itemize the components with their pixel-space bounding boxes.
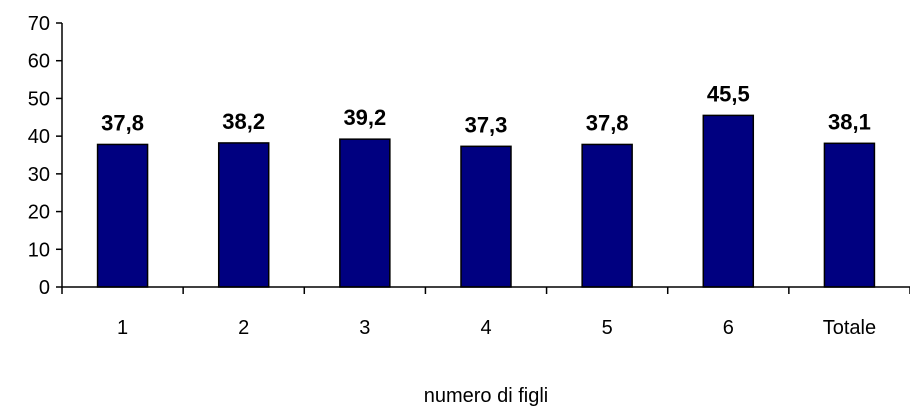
- x-tick-label: 3: [359, 317, 370, 339]
- x-tick-label: 5: [602, 317, 613, 339]
- y-tick-label: 70: [28, 13, 50, 35]
- y-axis-ticks: 0 10 20 30 40 50 60 70: [28, 13, 62, 299]
- bar: [581, 143, 633, 288]
- x-axis-ticks: 1 2 3 4 5 6 Totale: [61, 287, 910, 339]
- bar-series: [96, 114, 876, 288]
- bar-value-label: 37,3: [465, 112, 508, 137]
- y-tick-label: 50: [28, 88, 50, 110]
- bar: [217, 142, 270, 288]
- x-tick-label: 6: [723, 317, 734, 339]
- bar-value-label: 45,5: [707, 81, 750, 106]
- y-tick-label: 30: [28, 164, 50, 186]
- bar-value-label: 38,2: [222, 109, 265, 134]
- x-tick-label: 4: [480, 317, 491, 339]
- bar: [823, 142, 876, 288]
- y-tick-label: 40: [28, 126, 50, 148]
- x-tick-label: Totale: [823, 317, 876, 339]
- bar: [702, 114, 755, 288]
- x-tick-label: 1: [117, 317, 128, 339]
- y-tick-label: 60: [28, 51, 50, 73]
- bar: [96, 143, 149, 288]
- x-axis-title: numero di figli: [424, 385, 549, 407]
- y-tick-label: 20: [28, 202, 50, 224]
- bar: [339, 138, 391, 288]
- bar-value-label: 37,8: [101, 110, 144, 135]
- bar-value-label: 39,2: [343, 105, 386, 130]
- bar-value-label: 37,8: [586, 110, 629, 135]
- data-labels: 37,8 38,2 39,2 37,3 37,8 45,5 38,1: [101, 81, 871, 137]
- bar: [460, 145, 512, 288]
- bar-value-label: 38,1: [828, 109, 871, 134]
- y-tick-label: 0: [39, 277, 50, 299]
- y-tick-label: 10: [28, 239, 50, 261]
- x-tick-label: 2: [238, 317, 249, 339]
